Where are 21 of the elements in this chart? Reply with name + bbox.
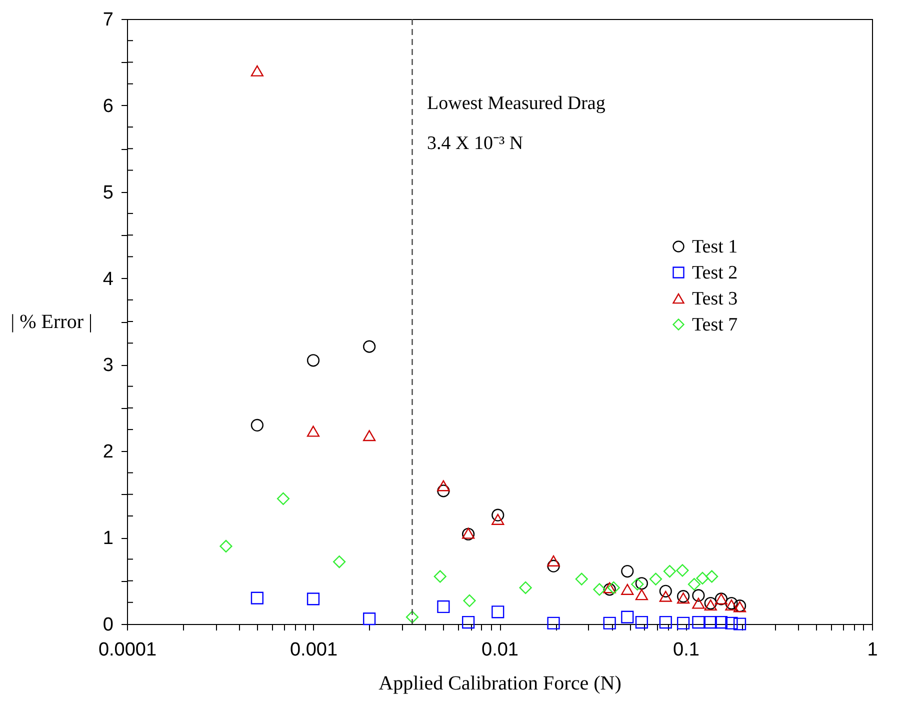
annotation: 3.4 X 10⁻³ N xyxy=(427,133,524,154)
x-tick-label: 0.01 xyxy=(482,640,518,660)
y-tick-label: 6 xyxy=(102,96,114,117)
y-tick-label: 3 xyxy=(102,355,114,376)
legend-label: Test 2 xyxy=(692,262,738,284)
y-tick-label: 0 xyxy=(102,614,114,636)
y-tick-label: 2 xyxy=(102,442,114,463)
x-tick-label: 0.0001 xyxy=(98,640,157,660)
y-axis-title: | % Error | xyxy=(10,311,92,333)
annotation: Lowest Measured Drag xyxy=(427,93,606,114)
legend-label: Test 3 xyxy=(692,288,738,310)
x-tick-label: 0.001 xyxy=(290,640,338,660)
legend-label: Test 7 xyxy=(692,314,738,336)
y-tick-label: 4 xyxy=(102,268,114,290)
legend-label: Test 1 xyxy=(692,236,738,258)
y-tick-label: 7 xyxy=(102,10,114,30)
x-axis-title: Applied Calibration Force (N) xyxy=(378,672,622,694)
x-tick-label: 0.1 xyxy=(673,640,700,660)
y-tick-label: 1 xyxy=(102,528,114,550)
y-tick-label: 5 xyxy=(102,182,114,204)
x-tick-label: 1 xyxy=(867,640,878,660)
